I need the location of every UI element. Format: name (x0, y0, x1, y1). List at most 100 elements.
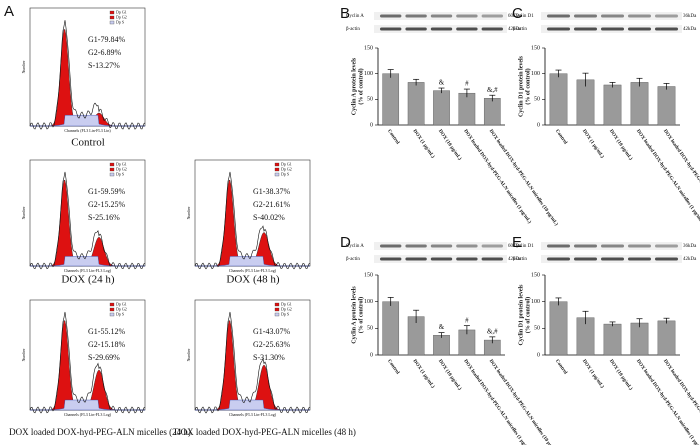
legend-swatch (109, 302, 115, 307)
bar (407, 82, 425, 126)
legend-entry: Dp S (116, 311, 124, 316)
panel-label: C (512, 5, 523, 22)
y-axis-label: (% of control) (357, 297, 364, 333)
blot-band (380, 27, 402, 31)
bar (630, 322, 649, 356)
y-axis-label: (% of control) (524, 297, 531, 333)
y-tick-label: 0 (537, 122, 540, 128)
legend-entry: Dp G1 (116, 9, 127, 14)
blot-band (456, 257, 478, 261)
phase-percentage: S-29.69% (88, 353, 120, 362)
blot-band (628, 14, 651, 18)
blot-band (380, 257, 402, 261)
legend-swatch (274, 172, 280, 177)
blot-label: β-actin (513, 257, 527, 262)
bar (657, 320, 676, 356)
blot-band (601, 244, 624, 248)
significance-mark: &,# (487, 86, 498, 94)
s-phase-area (29, 256, 145, 267)
phase-percentage: G2-6.89% (88, 48, 121, 57)
legend-entry: Dp G1 (116, 161, 127, 166)
bar (458, 92, 476, 126)
legend-entry: Dp G2 (116, 14, 127, 19)
blot-band (574, 27, 597, 31)
blot-band (574, 257, 597, 261)
blot-label: Cyclin A (346, 244, 364, 249)
s-phase-area (194, 256, 310, 267)
blot-size: 36kDa (683, 14, 697, 19)
blot-band (481, 257, 503, 261)
x-tick-label: Control (554, 129, 568, 146)
significance-mark: # (465, 316, 469, 324)
x-tick-label: DOX (1 μg/mL) (412, 129, 436, 160)
y-axis-label: Number (21, 60, 26, 74)
x-axis-label: Channels (FL3 Lin-FL3 Log) (229, 268, 277, 273)
x-tick-label: DOX (1 μg/mL) (581, 129, 605, 160)
blot-label: β-actin (513, 27, 527, 32)
legend-entry: Dp G2 (281, 306, 292, 311)
x-tick-label: Control (386, 129, 400, 146)
legend-entry: Dp G2 (281, 166, 292, 171)
x-tick-label: DOX (10 μg/mL) (437, 129, 462, 162)
y-tick-label: 100 (531, 71, 540, 77)
legend-swatch (274, 312, 280, 317)
blot-band (601, 27, 624, 31)
blot-label: β-actin (346, 257, 360, 262)
bar (603, 84, 622, 126)
histogram-outline (29, 171, 146, 270)
blot-band (574, 14, 597, 18)
blot-size: 60kDa (508, 244, 522, 249)
phase-percentage: G1-43.07% (253, 327, 290, 336)
blot-size: 42kDa (683, 27, 697, 32)
x-tick-label: Control (554, 359, 568, 376)
y-axis-label: Number (21, 348, 26, 362)
y-tick-label: 150 (531, 45, 540, 51)
blot-size: 42kDa (508, 27, 522, 32)
blot-band (456, 14, 478, 18)
y-axis-label: (% of control) (357, 68, 364, 104)
caption: Control (71, 137, 105, 149)
histogram-outline (194, 311, 311, 414)
x-tick-label: DOX (1 μg/mL) (581, 359, 605, 390)
bar (630, 82, 649, 126)
legend-swatch (109, 20, 115, 25)
phase-percentage: G1-38.37% (253, 187, 290, 196)
legend-swatch (109, 15, 115, 20)
histogram-outline (29, 311, 146, 414)
significance-mark: # (465, 80, 469, 88)
bar (549, 73, 568, 126)
y-tick-label: 150 (531, 272, 540, 278)
x-tick-label: Control (386, 359, 400, 376)
blot-band (601, 257, 624, 261)
bar (483, 98, 501, 126)
x-axis-label: Channels (FL3 Lin-FL3 Lin) (64, 128, 111, 133)
legend-swatch (109, 162, 115, 167)
blot-label: β-actin (346, 27, 360, 32)
legend-swatch (274, 302, 280, 307)
bar (382, 73, 400, 126)
legend-swatch (274, 307, 280, 312)
panel-label: A (4, 3, 14, 20)
blot-band (601, 14, 624, 18)
legend-entry: Dp S (281, 171, 289, 176)
blot-size: 42kDa (683, 257, 697, 262)
blot-band (430, 27, 453, 31)
phase-percentage: G1-55.12% (88, 327, 125, 336)
x-tick-label: DOX (1 μg/mL) (412, 359, 436, 390)
legend-entry: Dp G1 (281, 301, 292, 306)
phase-percentage: S-31.30% (253, 353, 285, 362)
x-tick-label: DOX (10 μg/mL) (608, 129, 633, 162)
x-tick-label: DOX (10 μg/mL) (608, 359, 633, 392)
blot-band (481, 244, 503, 248)
phase-percentage: G2-21.61% (253, 200, 290, 209)
y-tick-label: 50 (367, 326, 373, 332)
caption: DOX loaded DOX-hyd-PEG-ALN micelles (24 … (9, 427, 191, 437)
phase-percentage: G1-79.84% (88, 35, 125, 44)
phase-percentage: G1-59.59% (88, 187, 125, 196)
legend-entry: Dp G1 (281, 161, 292, 166)
blot-band (655, 257, 678, 261)
s-phase-area (29, 115, 145, 127)
y-axis-label: Number (21, 206, 26, 220)
blot-band (628, 257, 651, 261)
